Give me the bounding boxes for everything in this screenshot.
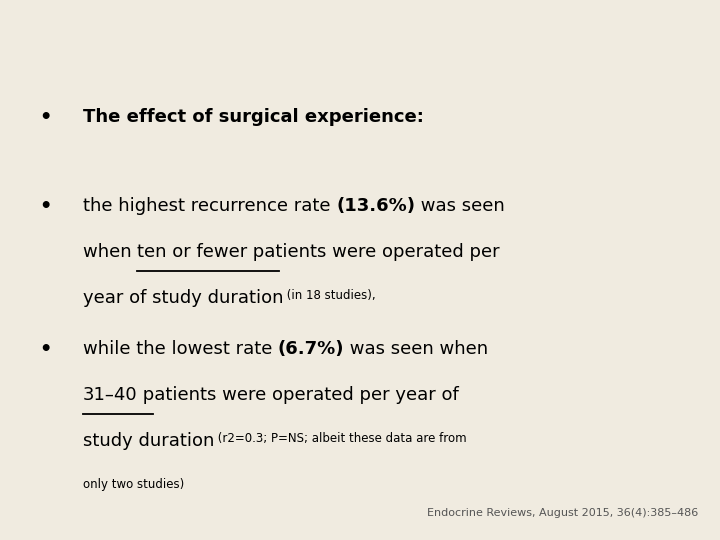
Text: •: • <box>40 108 52 127</box>
Text: patients were operated per: patients were operated per <box>248 243 500 261</box>
Text: only two studies): only two studies) <box>83 478 184 491</box>
Text: the highest recurrence rate: the highest recurrence rate <box>83 197 336 215</box>
Text: was seen: was seen <box>415 197 505 215</box>
Text: while the lowest rate: while the lowest rate <box>83 340 278 358</box>
Text: 31–40: 31–40 <box>83 386 138 404</box>
Text: study duration: study duration <box>83 432 214 450</box>
Text: (6.7%): (6.7%) <box>278 340 344 358</box>
Text: was seen when: was seen when <box>344 340 489 358</box>
Text: Endocrine Reviews, August 2015, 36(4):385–486: Endocrine Reviews, August 2015, 36(4):38… <box>427 508 698 518</box>
Text: The effect of surgical experience:: The effect of surgical experience: <box>83 108 423 126</box>
Text: (in 18 studies),: (in 18 studies), <box>283 289 376 302</box>
Text: (r2=0.3; P=NS; albeit these data are from: (r2=0.3; P=NS; albeit these data are fro… <box>214 432 467 445</box>
Text: •: • <box>40 340 52 359</box>
Text: •: • <box>40 197 52 216</box>
Text: ten or fewer: ten or fewer <box>138 243 248 261</box>
Text: patients were operated per year of: patients were operated per year of <box>138 386 459 404</box>
Text: when: when <box>83 243 138 261</box>
Text: (13.6%): (13.6%) <box>336 197 415 215</box>
Text: year of study duration: year of study duration <box>83 289 283 307</box>
